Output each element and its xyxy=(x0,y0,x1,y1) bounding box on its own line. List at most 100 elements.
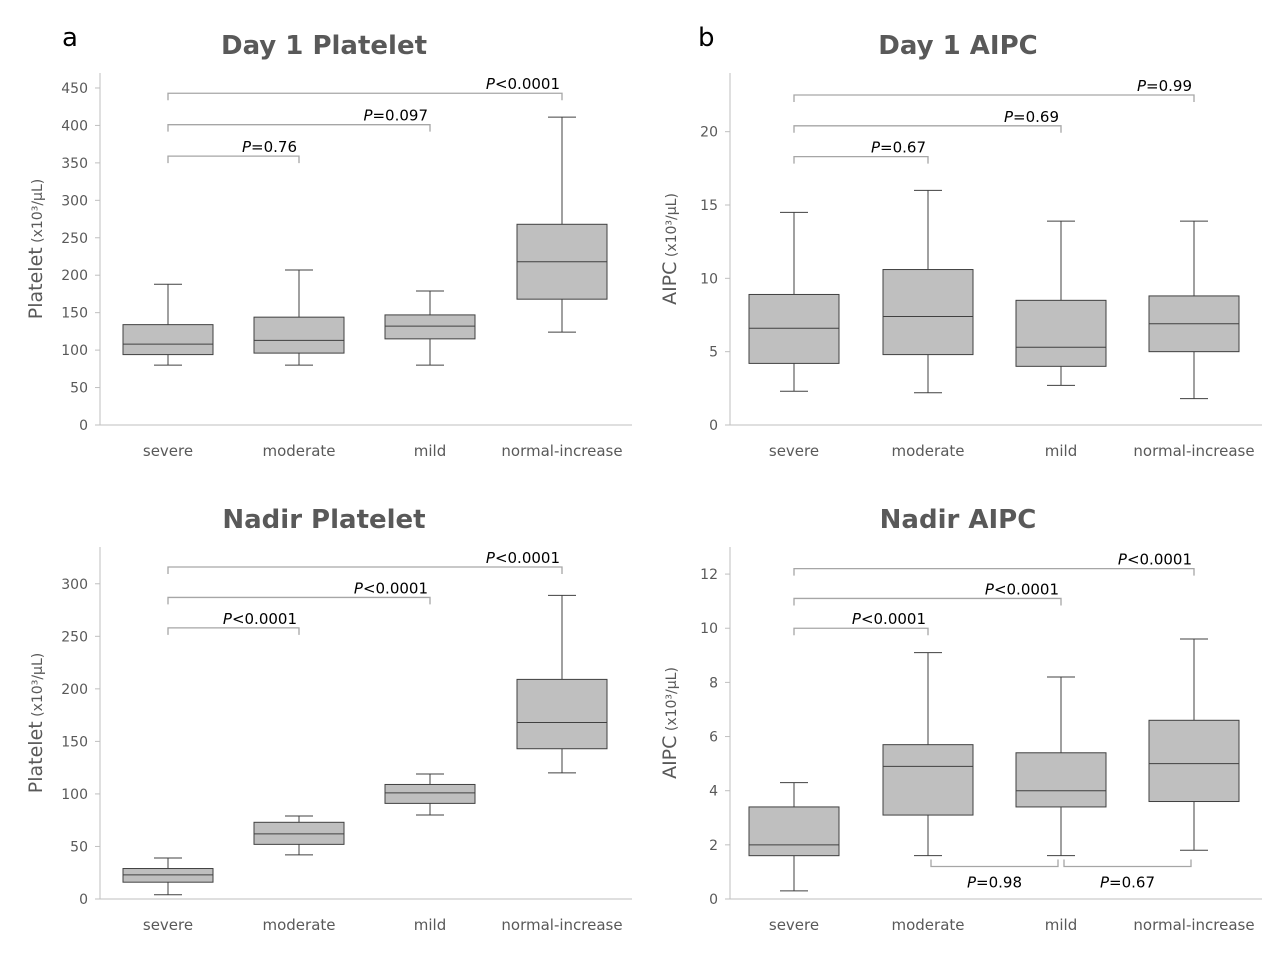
p-value-label: P=0.67 xyxy=(871,139,926,157)
chart-title: Nadir AIPC xyxy=(880,505,1037,535)
y-tick-label: 100 xyxy=(61,787,88,803)
y-tick-label: 0 xyxy=(79,418,88,434)
y-tick-label: 10 xyxy=(700,271,718,287)
x-category-label: severe xyxy=(143,442,193,460)
y-axis-label-main: Platelet xyxy=(25,721,47,793)
y-tick-label: 0 xyxy=(79,892,88,908)
p-value-label: P<0.0001 xyxy=(486,549,560,567)
p-value-label: P<0.0001 xyxy=(354,579,428,597)
y-tick-label: 250 xyxy=(61,231,88,247)
y-axis-label: Platelet (x10³/μL) xyxy=(25,179,47,319)
y-tick-label: 50 xyxy=(70,839,88,855)
box-plot-moderate xyxy=(882,652,974,857)
p-value-label: P<0.0001 xyxy=(852,610,926,628)
y-axis-label-unit: (x10³/μL) xyxy=(664,667,680,736)
bracket-line xyxy=(793,627,929,636)
p-value-label: P<0.0001 xyxy=(223,610,297,628)
y-tick-label: 100 xyxy=(61,343,88,359)
bracket-line xyxy=(793,94,1195,102)
x-category-label: moderate xyxy=(891,442,964,460)
x-category-label: mild xyxy=(414,916,446,934)
p-value-label: P=0.67 xyxy=(1100,874,1155,892)
bracket-line xyxy=(930,859,1059,868)
y-tick-label: 12 xyxy=(700,567,718,583)
bracket-line xyxy=(167,124,431,132)
y-tick-label: 20 xyxy=(700,125,718,141)
box-plot-normal-increase xyxy=(1148,220,1240,400)
p-value-label: P=0.98 xyxy=(967,874,1022,892)
y-tick-label: 200 xyxy=(61,268,88,284)
significance-bracket: P=0.76 xyxy=(167,138,300,164)
box-plot-normal-increase xyxy=(1148,638,1240,851)
y-tick-label: 2 xyxy=(709,838,718,854)
significance-bracket: P<0.0001 xyxy=(167,579,431,605)
significance-bracket: P<0.0001 xyxy=(793,580,1062,606)
box-plot-mild xyxy=(1015,220,1107,386)
panel-label-b: b xyxy=(698,23,715,53)
y-tick-label: 400 xyxy=(61,118,88,134)
box-plot-moderate xyxy=(253,269,345,366)
box-iqr xyxy=(748,293,840,364)
y-tick-label: 15 xyxy=(700,198,718,214)
box-plot-severe xyxy=(122,283,214,366)
significance-bracket: P=0.67 xyxy=(1063,859,1192,892)
p-value-label: P=0.99 xyxy=(1137,77,1192,95)
box-plot-moderate xyxy=(882,189,974,394)
bracket-line xyxy=(1063,859,1192,868)
x-category-label: mild xyxy=(1045,442,1077,460)
chart-title: Nadir Platelet xyxy=(222,505,425,535)
y-tick-label: 350 xyxy=(61,156,88,172)
x-category-label: moderate xyxy=(891,916,964,934)
significance-bracket: P<0.0001 xyxy=(167,610,300,635)
box-iqr xyxy=(748,806,840,857)
x-category-label: normal-increase xyxy=(501,916,622,934)
y-axis-label-unit: (x10³/μL) xyxy=(30,179,46,248)
box-iqr xyxy=(516,678,608,750)
bracket-line xyxy=(793,155,929,164)
box-iqr xyxy=(384,314,476,340)
y-tick-label: 8 xyxy=(709,675,718,691)
significance-bracket: P=0.097 xyxy=(167,107,431,132)
bracket-line xyxy=(167,627,300,635)
x-category-label: normal-increase xyxy=(501,442,622,460)
box-plot-severe xyxy=(122,857,214,896)
y-tick-label: 150 xyxy=(61,734,88,750)
significance-bracket: P=0.99 xyxy=(793,77,1195,102)
x-category-label: mild xyxy=(414,442,446,460)
bracket-line xyxy=(167,155,300,164)
p-value-label: P<0.0001 xyxy=(985,580,1059,598)
box-plot-normal-increase xyxy=(516,594,608,774)
significance-bracket: P<0.0001 xyxy=(167,549,563,574)
bracket-line xyxy=(793,568,1195,576)
chart-nadir-platelet: Nadir Platelet Platelet (x10³/μL) 0 50 100… xyxy=(25,505,632,934)
x-category-label: severe xyxy=(769,442,819,460)
box-iqr xyxy=(253,316,345,354)
y-tick-label: 200 xyxy=(61,682,88,698)
bracket-line xyxy=(167,566,563,574)
significance-bracket: P=0.67 xyxy=(793,139,929,164)
chart-day1-aipc: Day 1 AIPC AIPC (x10³/μL) 0 5 10 15 20 severe… xyxy=(659,31,1262,460)
significance-bracket: P<0.0001 xyxy=(793,551,1195,576)
p-value-label: P<0.0001 xyxy=(486,75,560,93)
box-iqr xyxy=(384,783,476,804)
x-category-label: moderate xyxy=(262,442,335,460)
y-axis-label-main: Platelet xyxy=(25,247,47,319)
y-tick-label: 300 xyxy=(61,577,88,593)
p-value-label: P=0.69 xyxy=(1004,108,1059,126)
chart-title: Day 1 Platelet xyxy=(221,31,427,61)
y-tick-label: 0 xyxy=(709,892,718,908)
significance-bracket: P=0.98 xyxy=(930,859,1059,892)
y-tick-label: 50 xyxy=(70,381,88,397)
box-plot-severe xyxy=(748,782,840,892)
box-plot-mild xyxy=(384,773,476,816)
bracket-line xyxy=(167,596,431,605)
chart-day1-platelet: Day 1 Platelet Platelet (x10³/μL) 0 50 100… xyxy=(25,31,632,460)
bracket-line xyxy=(793,125,1062,133)
p-value-label: P=0.097 xyxy=(363,107,428,125)
y-axis-label-unit: (x10³/μL) xyxy=(664,193,680,262)
x-category-label: severe xyxy=(769,916,819,934)
y-tick-label: 0 xyxy=(709,418,718,434)
significance-bracket: P<0.0001 xyxy=(167,75,563,101)
y-tick-label: 250 xyxy=(61,629,88,645)
